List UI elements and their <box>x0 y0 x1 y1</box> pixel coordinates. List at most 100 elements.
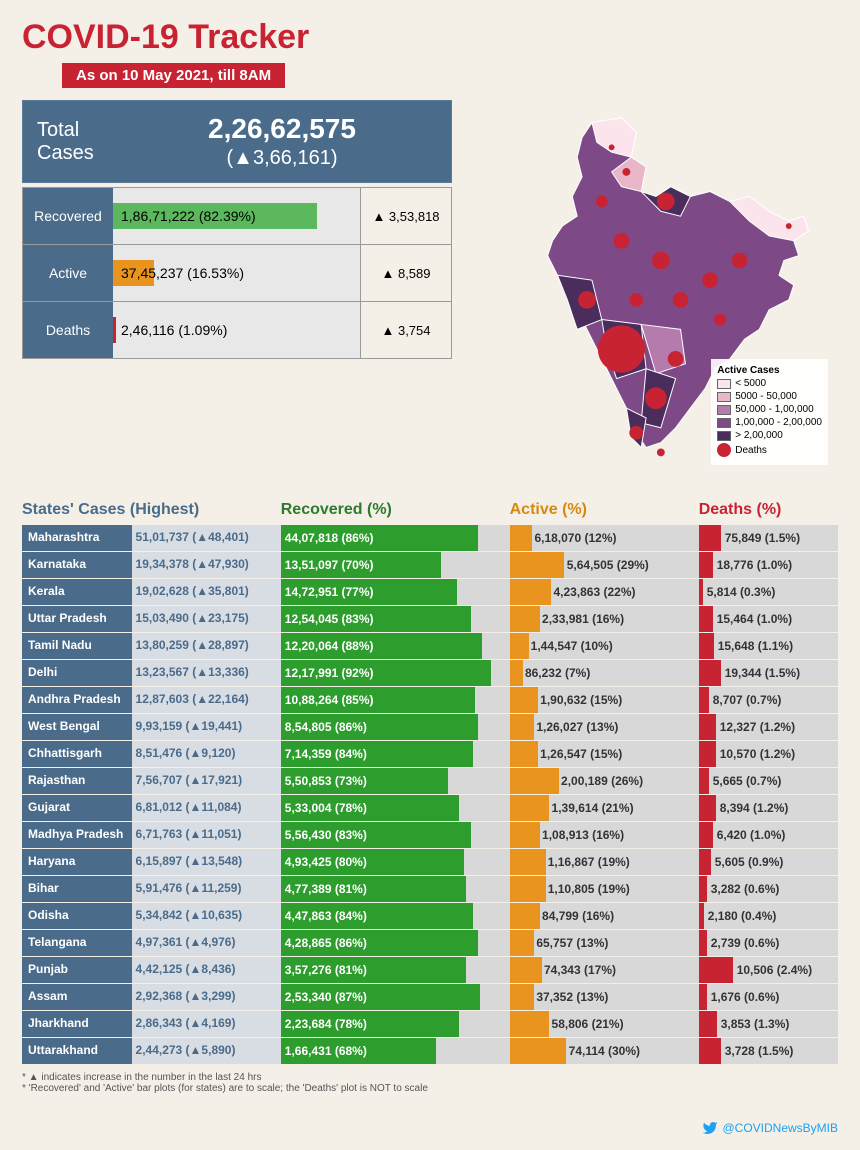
cell-recovered: 5,33,004 (78%) <box>281 795 510 821</box>
cell-deaths: 19,344 (1.5%) <box>699 660 838 686</box>
summary-bar <box>113 317 116 343</box>
recovered-text: 4,93,425 (80%) <box>281 855 367 869</box>
legend-swatch <box>717 431 731 441</box>
active-text: 1,26,547 (15%) <box>510 747 623 761</box>
recovered-text: 7,14,359 (84%) <box>281 747 367 761</box>
deaths-text: 8,707 (0.7%) <box>701 693 782 707</box>
active-text: 4,23,863 (22%) <box>510 585 636 599</box>
cell-deaths: 3,728 (1.5%) <box>699 1038 838 1064</box>
cell-cases: 6,71,763 (▲11,051) <box>132 822 281 848</box>
table-row: Madhya Pradesh 6,71,763 (▲11,051) 5,56,4… <box>22 822 838 848</box>
legend-deaths-label: Deaths <box>735 445 767 456</box>
cell-cases: 4,97,361 (▲4,976) <box>132 930 281 956</box>
cell-cases: 51,01,737 (▲48,401) <box>132 525 281 551</box>
cell-state: Assam <box>22 984 132 1010</box>
active-text: 1,26,027 (13%) <box>510 720 619 734</box>
recovered-text: 5,56,430 (83%) <box>281 828 367 842</box>
summary-delta: ▲ 3,754 <box>361 302 451 358</box>
cell-deaths: 12,327 (1.2%) <box>699 714 838 740</box>
page-title: COVID-19 Tracker <box>22 18 838 57</box>
footnote-1: * ▲ indicates increase in the number in … <box>22 1072 838 1083</box>
total-cases-box: Total Cases 2,26,62,575 (▲3,66,161) <box>22 100 452 183</box>
deaths-text: 18,776 (1.0%) <box>701 558 792 572</box>
cell-deaths: 10,506 (2.4%) <box>699 957 838 983</box>
recovered-text: 2,23,684 (78%) <box>281 1017 367 1031</box>
summary-label: Active <box>23 245 113 301</box>
cell-active: 58,806 (21%) <box>510 1011 699 1037</box>
deaths-text: 2,739 (0.6%) <box>701 936 780 950</box>
cell-deaths: 15,464 (1.0%) <box>699 606 838 632</box>
legend-label: < 5000 <box>735 378 766 389</box>
active-text: 58,806 (21%) <box>510 1017 624 1031</box>
summary-value: 2,46,116 (1.09%) <box>117 322 227 338</box>
cell-state: Haryana <box>22 849 132 875</box>
cell-deaths: 15,648 (1.1%) <box>699 633 838 659</box>
cell-state: Kerala <box>22 579 132 605</box>
twitter-handle: @COVIDNewsByMIB <box>702 1120 838 1136</box>
summary-label: Recovered <box>23 188 113 244</box>
cell-recovered: 5,56,430 (83%) <box>281 822 510 848</box>
total-cases-delta: (▲3,66,161) <box>127 147 437 170</box>
cell-active: 2,00,189 (26%) <box>510 768 699 794</box>
deaths-text: 12,327 (1.2%) <box>701 720 795 734</box>
recovered-text: 3,57,276 (81%) <box>281 963 367 977</box>
deaths-text: 10,506 (2.4%) <box>701 963 812 977</box>
active-text: 5,64,505 (29%) <box>510 558 649 572</box>
recovered-text: 5,50,853 (73%) <box>281 774 367 788</box>
deaths-text: 2,180 (0.4%) <box>701 909 777 923</box>
recovered-text: 14,72,951 (77%) <box>281 585 374 599</box>
cell-state: Maharashtra <box>22 525 132 551</box>
india-map: Active Cases < 50005000 - 50,00050,000 -… <box>464 100 838 485</box>
recovered-text: 2,53,340 (87%) <box>281 990 367 1004</box>
cell-deaths: 8,707 (0.7%) <box>699 687 838 713</box>
deaths-text: 8,394 (1.2%) <box>701 801 789 815</box>
deaths-text: 5,814 (0.3%) <box>701 585 776 599</box>
legend-title: Active Cases <box>717 365 822 376</box>
summary-row-deaths: Deaths 2,46,116 (1.09%) ▲ 3,754 <box>23 302 451 358</box>
cell-cases: 7,56,707 (▲17,921) <box>132 768 281 794</box>
cell-state: Jharkhand <box>22 1011 132 1037</box>
recovered-text: 12,54,045 (83%) <box>281 612 374 626</box>
legend-item: > 2,00,000 <box>717 430 822 441</box>
cell-active: 1,16,867 (19%) <box>510 849 699 875</box>
table-row: Delhi 13,23,567 (▲13,336) 12,17,991 (92%… <box>22 660 838 686</box>
recovered-text: 1,66,431 (68%) <box>281 1044 367 1058</box>
cell-state: Tamil Nadu <box>22 633 132 659</box>
cell-deaths: 1,676 (0.6%) <box>699 984 838 1010</box>
summary-delta: ▲ 8,589 <box>361 245 451 301</box>
legend-label: 1,00,000 - 2,00,000 <box>735 417 822 428</box>
cell-deaths: 75,849 (1.5%) <box>699 525 838 551</box>
table-row: Rajasthan 7,56,707 (▲17,921) 5,50,853 (7… <box>22 768 838 794</box>
states-table: States' Cases (Highest) Recovered (%) Ac… <box>22 501 838 1064</box>
deaths-text: 1,676 (0.6%) <box>701 990 780 1004</box>
table-row: Gujarat 6,81,012 (▲11,084) 5,33,004 (78%… <box>22 795 838 821</box>
cell-state: Chhattisgarh <box>22 741 132 767</box>
cell-state: Odisha <box>22 903 132 929</box>
recovered-text: 4,77,389 (81%) <box>281 882 367 896</box>
cell-state: Bihar <box>22 876 132 902</box>
cell-deaths: 18,776 (1.0%) <box>699 552 838 578</box>
table-row: Assam 2,92,368 (▲3,299) 2,53,340 (87%) 3… <box>22 984 838 1010</box>
legend-label: > 2,00,000 <box>735 430 783 441</box>
cell-recovered: 4,77,389 (81%) <box>281 876 510 902</box>
cell-state: Telangana <box>22 930 132 956</box>
cell-state: Delhi <box>22 660 132 686</box>
cell-active: 1,44,547 (10%) <box>510 633 699 659</box>
deaths-text: 15,648 (1.1%) <box>701 639 793 653</box>
cell-state: Punjab <box>22 957 132 983</box>
cell-state: Madhya Pradesh <box>22 822 132 848</box>
cell-cases: 19,34,378 (▲47,930) <box>132 552 281 578</box>
cell-state: Rajasthan <box>22 768 132 794</box>
deaths-text: 6,420 (1.0%) <box>701 828 786 842</box>
cell-active: 74,343 (17%) <box>510 957 699 983</box>
cell-cases: 8,51,476 (▲9,120) <box>132 741 281 767</box>
cell-recovered: 4,47,863 (84%) <box>281 903 510 929</box>
active-text: 2,00,189 (26%) <box>510 774 643 788</box>
cell-recovered: 2,23,684 (78%) <box>281 1011 510 1037</box>
cell-active: 65,757 (13%) <box>510 930 699 956</box>
active-text: 1,44,547 (10%) <box>510 639 613 653</box>
table-row: Kerala 19,02,628 (▲35,801) 14,72,951 (77… <box>22 579 838 605</box>
cell-recovered: 12,54,045 (83%) <box>281 606 510 632</box>
cell-state: West Bengal <box>22 714 132 740</box>
legend-item: < 5000 <box>717 378 822 389</box>
